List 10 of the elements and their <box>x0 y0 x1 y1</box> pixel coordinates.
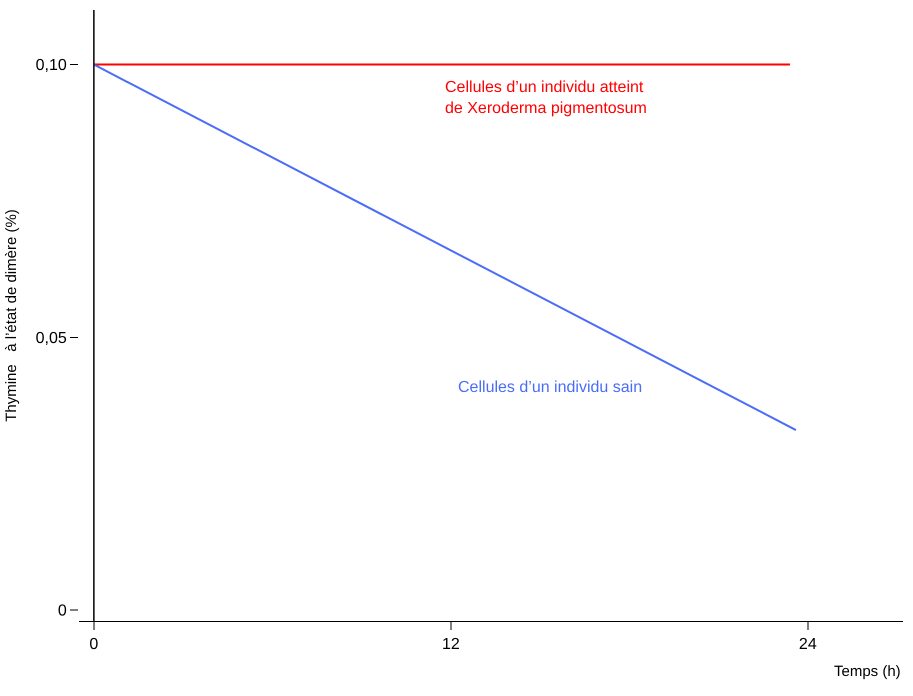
series-label: Cellules d’un individu atteint de Xeroderma pigmentosum <box>445 79 647 117</box>
y-tick-label: 0 <box>58 602 67 620</box>
series-label: Cellules d’un individu sain <box>458 379 642 396</box>
x-tick-label: 12 <box>442 636 460 654</box>
y-axis-title: Thymine à l’état de dimère (%) <box>2 209 20 422</box>
y-tick-label: 0,10 <box>36 57 67 74</box>
y-tick-label: 0,05 <box>36 330 67 347</box>
x-axis-title: Temps (h) <box>834 663 901 680</box>
x-tick-label: 24 <box>798 636 817 654</box>
x-tick-label: 0 <box>89 636 98 654</box>
